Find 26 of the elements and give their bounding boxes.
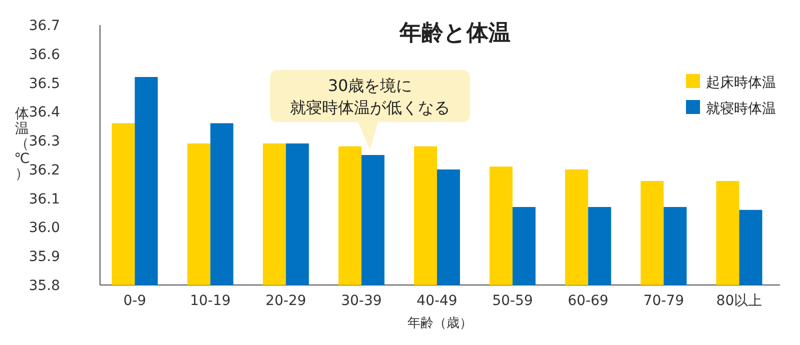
annotation: 就寝時体温が低くなる — [290, 98, 450, 117]
y-tick-label: 36.1 — [28, 191, 60, 208]
x-tick-label: 40-49 — [416, 293, 458, 309]
legend-label: 就寝時体温 — [706, 101, 776, 117]
x-tick-label: 50-59 — [492, 293, 533, 309]
x-tick-label: 0-9 — [123, 293, 146, 309]
y-tick-label: 36.0 — [28, 220, 60, 236]
annotation: 30歳を境に — [328, 76, 412, 95]
x-axis-title: 年齢（歳） — [408, 316, 472, 331]
y-tick-label: 35.8 — [28, 278, 60, 294]
x-tick-label: 60-69 — [568, 293, 608, 309]
chart-title: 年齢と体温 — [398, 21, 510, 46]
y-tick-label: 36.6 — [28, 46, 60, 63]
x-tick-label: 80以上 — [716, 293, 762, 309]
y-tick-label: 36.3 — [28, 134, 60, 150]
legend-label: 起床時体温 — [706, 75, 776, 91]
y-tick-label: 36.7 — [28, 18, 60, 34]
y-tick-label: 36.2 — [28, 162, 60, 178]
x-tick-label: 30-39 — [341, 293, 382, 309]
x-tick-label: 10-19 — [190, 293, 231, 309]
x-tick-label: 20-29 — [266, 293, 306, 309]
y-tick-label: 35.9 — [28, 249, 60, 266]
y-axis-title: 体温（℃） — [14, 106, 30, 182]
y-tick-label: 36.4 — [28, 104, 60, 121]
y-tick-label: 36.5 — [28, 76, 60, 92]
x-tick-label: 70-79 — [643, 293, 684, 309]
